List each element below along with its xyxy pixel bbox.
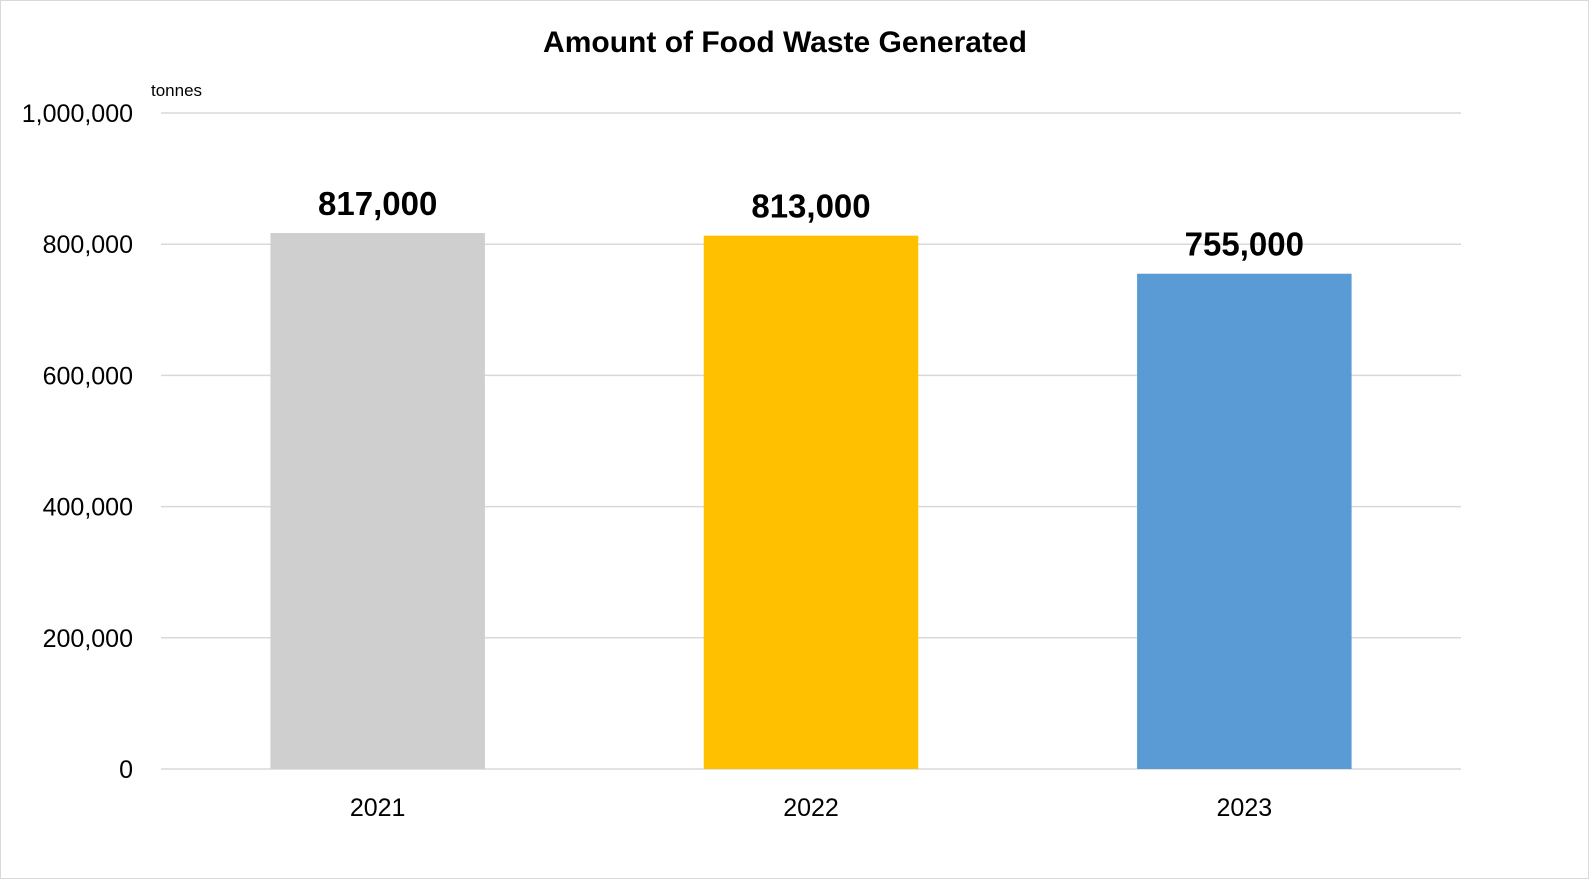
y-tick-label: 1,000,000 [22,100,133,128]
x-tick-label-2021: 2021 [350,794,406,822]
y-tick-label: 0 [119,756,133,784]
bar-2023 [1137,273,1352,769]
chart-title: Amount of Food Waste Generated [543,26,1027,59]
data-label-2022: 813,000 [751,188,870,225]
y-tick-label: 600,000 [43,362,133,390]
data-label-2023: 755,000 [1185,226,1304,263]
y-unit-label: tonnes [151,81,202,100]
data-labels: 817,000 813,000 755,000 [318,185,1304,263]
y-tick-label: 400,000 [43,494,133,522]
y-axis-ticks: 0 200,000 400,000 600,000 800,000 1,000,000 [22,100,133,784]
bar-2022 [703,235,919,769]
x-axis-ticks: 2021 2022 2023 [350,794,1272,822]
bars [270,233,1352,770]
x-tick-label-2022: 2022 [783,794,839,822]
bar-2021 [270,233,485,770]
data-label-2021: 817,000 [318,185,437,222]
y-tick-label: 800,000 [43,231,133,259]
y-tick-label: 200,000 [43,625,133,653]
x-tick-label-2023: 2023 [1217,794,1273,822]
